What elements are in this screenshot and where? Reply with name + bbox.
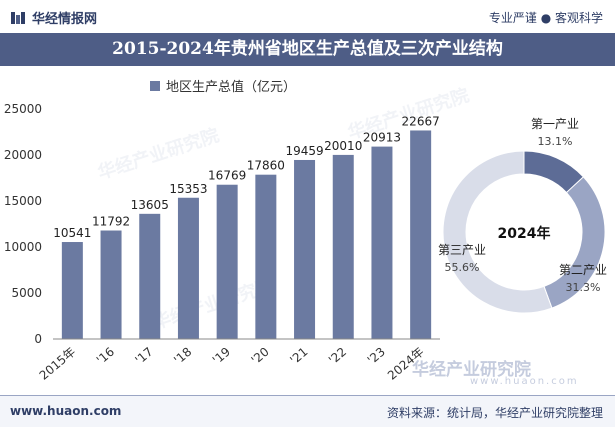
- legend-swatch: [150, 80, 160, 91]
- donut-chart: 2024年 第一产业 13.1% 第二产业 31.3% 第三产业 55.6%: [438, 117, 607, 314]
- footer-source: 资料来源：统计局，华经产业研究院整理: [386, 406, 603, 420]
- y-tick-label: 0: [34, 332, 42, 346]
- bar-value-label: 13605: [131, 198, 169, 212]
- bar: [294, 159, 316, 339]
- donut-labels: 第一产业 13.1% 第二产业 31.3% 第三产业 55.6%: [438, 117, 607, 294]
- bar-chart: 0 5000 10000 15000 20000 25000 10541117921360…: [4, 102, 440, 383]
- bar: [371, 146, 393, 339]
- watermark-logo: 华经产业研究院: [412, 360, 531, 380]
- bar-value-label: 10541: [53, 226, 91, 240]
- legend-label: 地区生产总值（亿元）: [166, 80, 297, 95]
- y-tick-label: 20000: [4, 148, 42, 162]
- y-tick-label: 10000: [4, 240, 42, 254]
- bar: [255, 174, 277, 339]
- donut-slice: [442, 150, 553, 314]
- y-tick-label: 15000: [4, 194, 42, 208]
- bars: [61, 130, 432, 339]
- donut-slice-percent: 31.3%: [566, 281, 601, 294]
- bar: [177, 197, 199, 339]
- bar: [100, 230, 122, 339]
- bar-value-label: 15353: [169, 182, 207, 196]
- donut-slice-name: 第三产业: [438, 243, 486, 257]
- watermark-url: www.huaon.com: [470, 376, 579, 387]
- bar: [332, 154, 354, 339]
- bar: [139, 213, 161, 339]
- y-tick-label: 25000: [4, 102, 42, 116]
- donut-slice-percent: 13.1%: [538, 135, 573, 148]
- bar-value-label: 22667: [402, 114, 440, 128]
- brand-logo-icon: [11, 11, 25, 24]
- slogan: 专业严谨 ● 客观科学: [488, 11, 603, 25]
- footer-website: www.huaon.com: [10, 404, 122, 418]
- brand: 华经情报网: [10, 8, 97, 27]
- y-axis: 0 5000 10000 15000 20000 25000: [4, 102, 42, 346]
- donut-slices: [442, 150, 606, 314]
- donut-slice-percent: 55.6%: [445, 261, 480, 274]
- bar-value-label: 20010: [324, 139, 362, 153]
- bar-value-label: 19459: [285, 144, 323, 158]
- chart-title: 2015-2024年贵州省地区生产总值及三次产业结构: [112, 39, 503, 59]
- title-bar: 2015-2024年贵州省地区生产总值及三次产业结构: [0, 33, 615, 66]
- bar: [61, 242, 83, 339]
- bar-value-label: 17860: [247, 159, 285, 173]
- bar: [410, 130, 432, 339]
- top-bar: 华经情报网 专业严谨 ● 客观科学: [0, 0, 615, 32]
- brand-name: 华经情报网: [32, 12, 98, 27]
- bar-value-label: 11792: [92, 215, 130, 229]
- bar-value-label: 20913: [363, 131, 401, 145]
- bar-value-label: 16769: [208, 169, 246, 183]
- legend: 地区生产总值（亿元）: [150, 76, 296, 95]
- donut-slice-name: 第一产业: [531, 117, 579, 131]
- donut-center-label: 2024年: [498, 225, 551, 242]
- footer: www.huaon.com 资料来源：统计局，华经产业研究院整理: [0, 395, 615, 427]
- donut-slice-name: 第二产业: [559, 263, 607, 277]
- y-tick-label: 5000: [11, 286, 42, 300]
- bar: [216, 184, 238, 339]
